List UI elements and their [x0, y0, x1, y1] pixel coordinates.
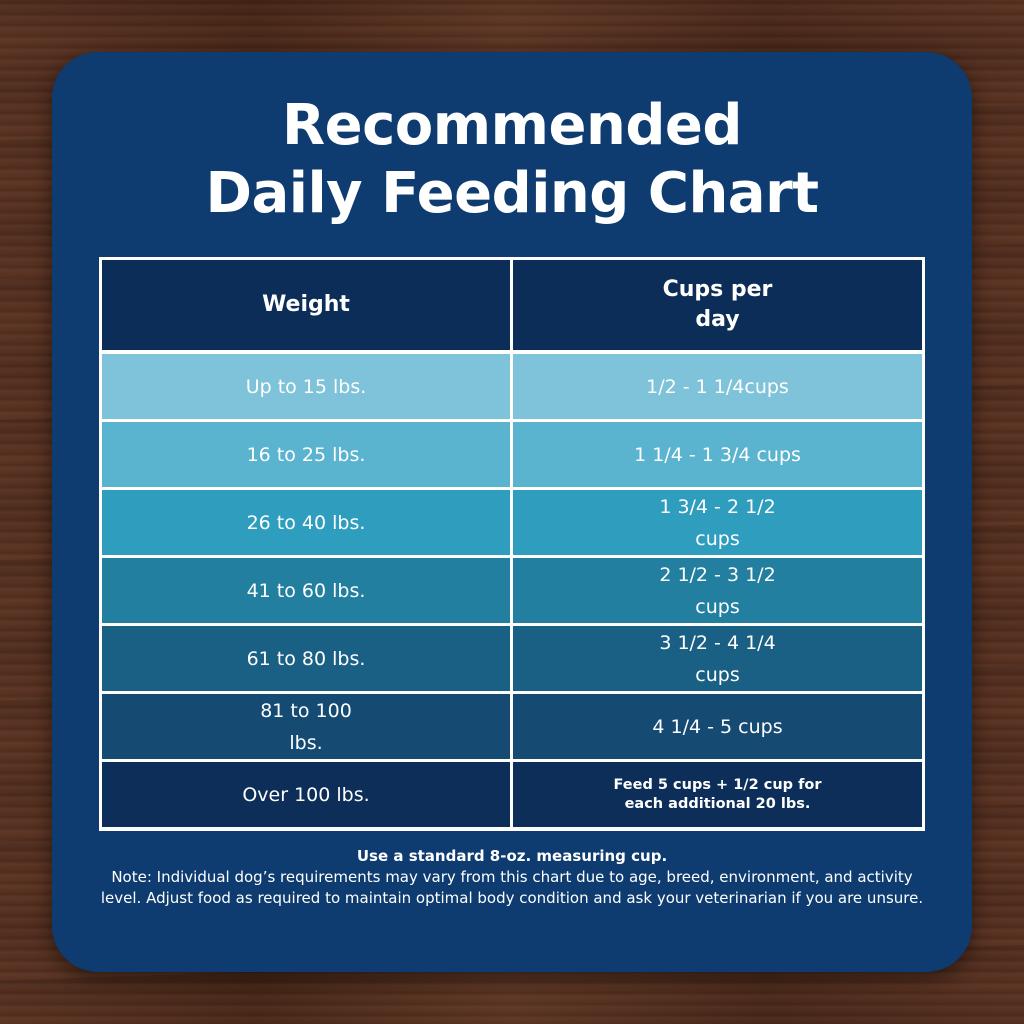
cups-text-line-1: 2 1/2 - 3 1/2 — [659, 563, 776, 586]
header-weight-label: Weight — [262, 292, 350, 317]
cups-cell: 3 1/2 - 4 1/4 cups — [513, 626, 922, 691]
weight-cell: 26 to 40 lbs. — [102, 490, 510, 555]
weight-text: 16 to 25 lbs. — [246, 443, 366, 466]
cups-cell: 1/2 - 1 1/4cups — [513, 354, 922, 419]
weight-cell: 16 to 25 lbs. — [102, 422, 510, 487]
title-line-1: Recommended — [282, 93, 742, 158]
header-cups-line-2: day — [695, 307, 740, 332]
page-title: Recommended Daily Feeding Chart — [52, 92, 972, 228]
feeding-note: Use a standard 8-oz. measuring cup. Note… — [92, 846, 932, 909]
cups-text: 1 1/4 - 1 3/4 cups — [634, 443, 801, 466]
weight-cell: 61 to 80 lbs. — [102, 626, 510, 691]
cups-text-line-2: cups — [695, 595, 740, 618]
cups-cell: 4 1/4 - 5 cups — [513, 694, 922, 759]
weight-cell: 81 to 100 lbs. — [102, 694, 510, 759]
weight-text: 41 to 60 lbs. — [246, 579, 366, 602]
note-body: Note: Individual dog’s requirements may … — [100, 868, 924, 907]
weight-cell: 41 to 60 lbs. — [102, 558, 510, 623]
cups-text-line-2: cups — [695, 527, 740, 550]
cups-text-line-1: Feed 5 cups + 1/2 cup for — [613, 776, 822, 793]
cups-text-line-2: each additional 20 lbs. — [624, 795, 811, 812]
header-weight: Weight — [102, 260, 510, 350]
weight-cell: Over 100 lbs. — [102, 762, 510, 827]
weight-text: Over 100 lbs. — [242, 783, 370, 806]
header-cups-line-1: Cups per — [662, 277, 773, 302]
weight-text-line-1: 81 to 100 — [260, 699, 352, 722]
cups-text: 4 1/4 - 5 cups — [652, 715, 783, 738]
header-cups-per-day: Cups per day — [513, 260, 922, 350]
cups-cell: 1 1/4 - 1 3/4 cups — [513, 422, 922, 487]
weight-text-line-2: lbs. — [289, 731, 323, 754]
weight-cell: Up to 15 lbs. — [102, 354, 510, 419]
cups-text-line-1: 3 1/2 - 4 1/4 — [659, 631, 776, 654]
cups-cell: 2 1/2 - 3 1/2 cups — [513, 558, 922, 623]
feeding-table: Weight Cups per day Up to 15 lbs. 1/2 - … — [99, 257, 925, 831]
note-lead: Use a standard 8-oz. measuring cup. — [356, 847, 668, 865]
cups-cell: Feed 5 cups + 1/2 cup for each additiona… — [513, 762, 922, 827]
weight-text: 26 to 40 lbs. — [246, 511, 366, 534]
cups-text-line-2: cups — [695, 663, 740, 686]
weight-text: Up to 15 lbs. — [245, 375, 367, 398]
cups-text-line-1: 1 3/4 - 2 1/2 — [659, 495, 776, 518]
title-line-2: Daily Feeding Chart — [205, 161, 819, 226]
feeding-chart-card: Recommended Daily Feeding Chart Weight C… — [52, 52, 972, 972]
weight-text: 61 to 80 lbs. — [246, 647, 366, 670]
cups-text: 1/2 - 1 1/4cups — [646, 375, 789, 398]
cups-cell: 1 3/4 - 2 1/2 cups — [513, 490, 922, 555]
